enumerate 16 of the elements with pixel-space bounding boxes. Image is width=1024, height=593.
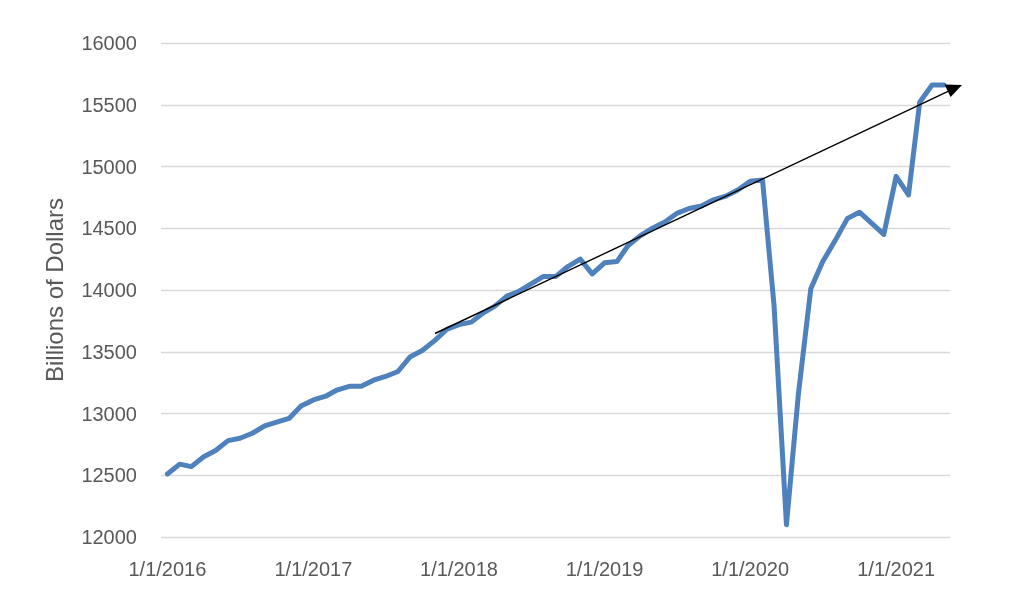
y-tick-label: 13500: [81, 340, 137, 363]
y-tick-label: 13000: [81, 402, 137, 425]
y-tick-label: 14000: [81, 279, 137, 301]
x-tick-label: 1/1/2018: [420, 558, 498, 580]
y-axis-title: Billions of Dollars: [40, 197, 68, 383]
y-tick-label: 12500: [81, 464, 137, 487]
x-tick-label: 1/1/2017: [274, 558, 353, 580]
x-tick-label: 1/1/2019: [565, 558, 644, 580]
x-tick-label: 1/1/2016: [128, 558, 207, 580]
y-tick-label: 15500: [81, 93, 137, 116]
x-tick-label: 1/1/2021: [857, 558, 936, 580]
y-tick-label: 16000: [81, 32, 137, 54]
y-tick-label: 15000: [81, 155, 137, 178]
y-tick-label: 12000: [81, 526, 137, 548]
x-tick-label: 1/1/2020: [711, 558, 790, 580]
y-tick-label: 14500: [81, 217, 137, 240]
